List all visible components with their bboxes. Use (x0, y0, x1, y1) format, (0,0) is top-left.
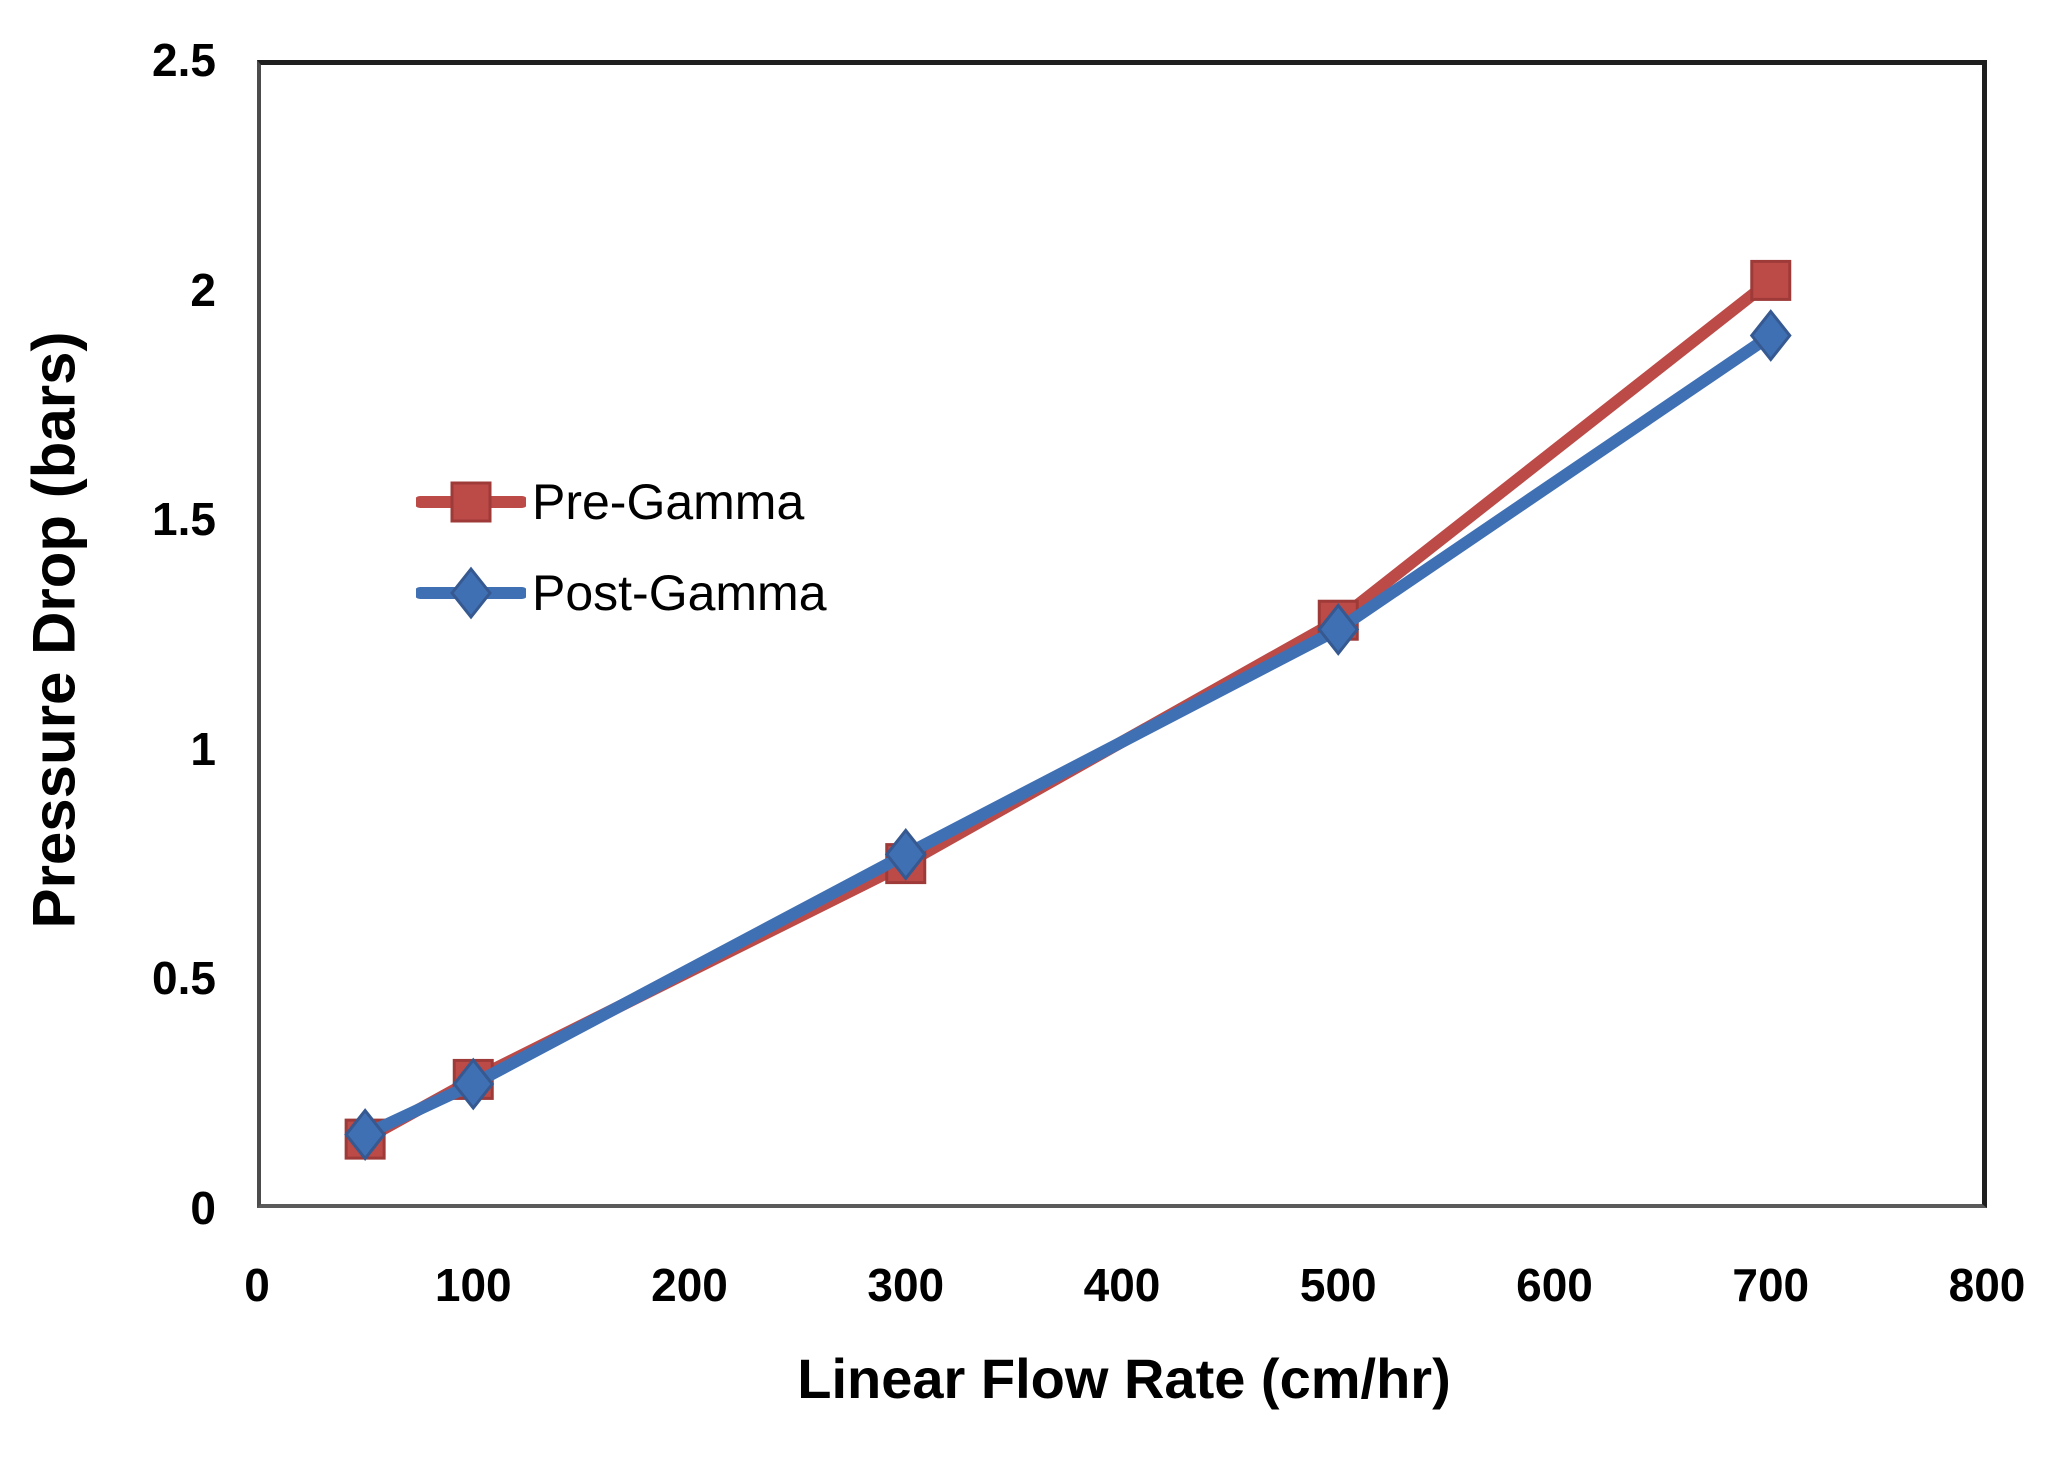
x-axis-title: Linear Flow Rate (cm/hr) (797, 1347, 1451, 1410)
x-tick-label: 400 (1083, 1259, 1161, 1311)
post-gamma-line-diamond-icon (416, 566, 526, 619)
legend-label-post-gamma: Post-Gamma (532, 564, 827, 621)
y-tick-label: 1.5 (152, 493, 216, 546)
y-tick-label: 2.5 (152, 34, 216, 86)
x-tick-label: 800 (1948, 1259, 2026, 1311)
x-tick-label: 200 (651, 1259, 728, 1311)
x-tick-label: 600 (1516, 1259, 1593, 1311)
diamond-marker (450, 566, 492, 619)
y-tick-label: 2 (190, 263, 216, 316)
y-tick-label: 0 (190, 1182, 216, 1234)
legend-item-post-gamma: Post-Gamma (416, 547, 827, 638)
x-tick-label: 500 (1299, 1259, 1377, 1311)
y-tick-label: 1 (190, 722, 216, 775)
x-tick-label: 0 (244, 1259, 270, 1311)
x-tick-label: 300 (867, 1259, 945, 1311)
square-marker (450, 481, 492, 522)
y-axis-ticks: 0 0.5 1 1.5 2 2.5 (0, 0, 216, 1466)
x-tick-label: 700 (1732, 1259, 1810, 1311)
pre-gamma-line-square-icon (416, 481, 526, 522)
legend-item-pre-gamma: Pre-Gamma (416, 456, 827, 547)
legend: Pre-Gamma Post-Gamma (416, 456, 827, 638)
legend-label-pre-gamma: Pre-Gamma (532, 473, 805, 530)
y-tick-label: 0.5 (152, 952, 216, 1005)
x-tick-label: 100 (434, 1259, 512, 1311)
